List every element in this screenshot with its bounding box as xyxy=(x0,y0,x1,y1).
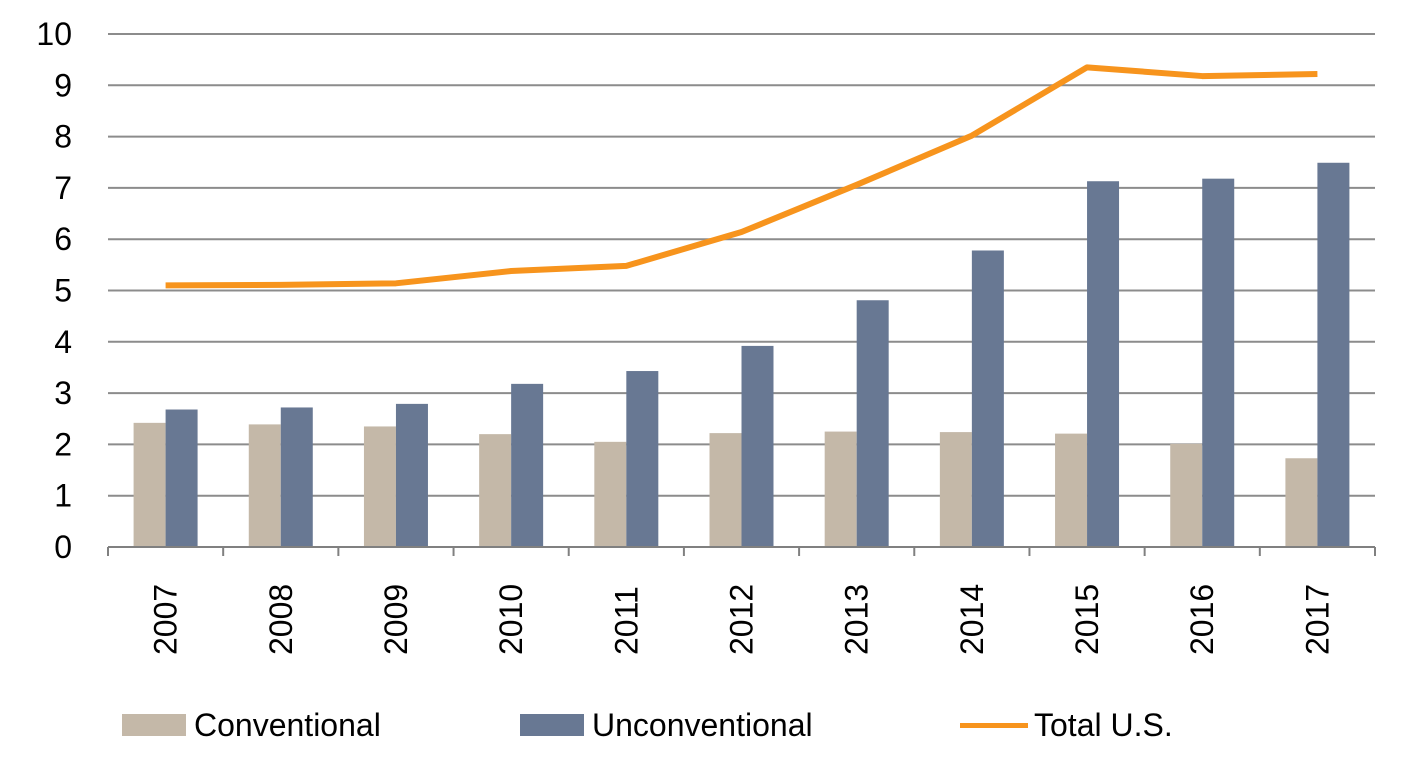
x-tick-label: 2011 xyxy=(608,586,644,655)
y-tick-label: 5 xyxy=(54,273,72,309)
x-tick-label: 2008 xyxy=(263,584,299,655)
y-tick-label: 8 xyxy=(54,119,72,155)
total-line-layer xyxy=(165,64,1318,289)
bar-conventional xyxy=(709,433,742,547)
gridlines xyxy=(108,33,1375,497)
legend-label-conventional: Conventional xyxy=(194,706,381,743)
legend-item-unconventional: Unconventional xyxy=(520,700,813,750)
bar-unconventional xyxy=(165,409,198,547)
legend-item-conventional: Conventional xyxy=(122,700,381,750)
x-tick-label: 2012 xyxy=(724,584,760,655)
x-axis-ticks xyxy=(107,547,1376,556)
y-tick-label: 6 xyxy=(54,221,72,257)
x-tick-label: 2014 xyxy=(954,584,990,655)
bar-conventional xyxy=(594,441,627,547)
bar-conventional xyxy=(248,424,281,547)
legend-swatch-unconventional xyxy=(520,714,584,736)
y-tick-label: 3 xyxy=(54,375,72,411)
y-tick-label: 4 xyxy=(54,324,72,360)
bar-conventional xyxy=(363,426,396,547)
bar-conventional xyxy=(824,431,857,547)
chart: 0 1 2 3 4 5 6 7 8 9 10 2007 2008 2009 2010 2011 2012 201… xyxy=(36,16,1376,655)
bar-unconventional xyxy=(1202,178,1235,547)
legend-swatch-conventional xyxy=(122,714,186,736)
legend-swatch-total xyxy=(960,722,1028,728)
y-tick-label: 1 xyxy=(54,478,72,514)
bar-conventional xyxy=(479,434,512,547)
x-tick-label: 2017 xyxy=(1299,584,1335,655)
legend: Conventional Unconventional Total U.S. xyxy=(0,700,1405,750)
y-tick-label: 0 xyxy=(54,529,72,565)
legend-label-total: Total U.S. xyxy=(1034,706,1173,743)
y-axis-labels: 0 1 2 3 4 5 6 7 8 9 10 xyxy=(36,16,72,565)
bar-unconventional xyxy=(741,345,774,547)
bars xyxy=(133,162,1350,547)
y-tick-label: 2 xyxy=(54,426,72,462)
x-tick-label: 2007 xyxy=(148,584,184,655)
legend-label-unconventional: Unconventional xyxy=(592,706,813,743)
bar-conventional xyxy=(1055,433,1088,547)
bar-conventional xyxy=(133,422,166,547)
bar-unconventional xyxy=(1317,162,1350,547)
bar-unconventional xyxy=(395,403,428,547)
bar-conventional xyxy=(939,432,972,547)
x-tick-label: 2013 xyxy=(839,584,875,655)
total-us-line xyxy=(165,64,1318,289)
x-tick-label: 2010 xyxy=(493,584,529,655)
x-tick-label: 2016 xyxy=(1184,584,1220,655)
legend-item-total: Total U.S. xyxy=(960,700,1173,750)
y-tick-label: 7 xyxy=(54,170,72,206)
x-tick-label: 2009 xyxy=(378,584,414,655)
bar-unconventional xyxy=(1087,181,1120,547)
bar-unconventional xyxy=(280,407,313,547)
bar-conventional xyxy=(1170,443,1203,547)
x-tick-label: 2015 xyxy=(1069,584,1105,655)
bar-unconventional xyxy=(511,383,544,547)
bar-conventional xyxy=(1285,458,1318,547)
y-tick-label: 9 xyxy=(54,67,72,103)
x-axis-labels: 2007 2008 2009 2010 2011 2012 2013 2014 2015 2016… xyxy=(148,584,1336,655)
bar-unconventional xyxy=(971,250,1004,547)
bar-unconventional xyxy=(626,371,659,547)
y-tick-label: 10 xyxy=(36,16,72,52)
bar-unconventional xyxy=(856,300,889,547)
